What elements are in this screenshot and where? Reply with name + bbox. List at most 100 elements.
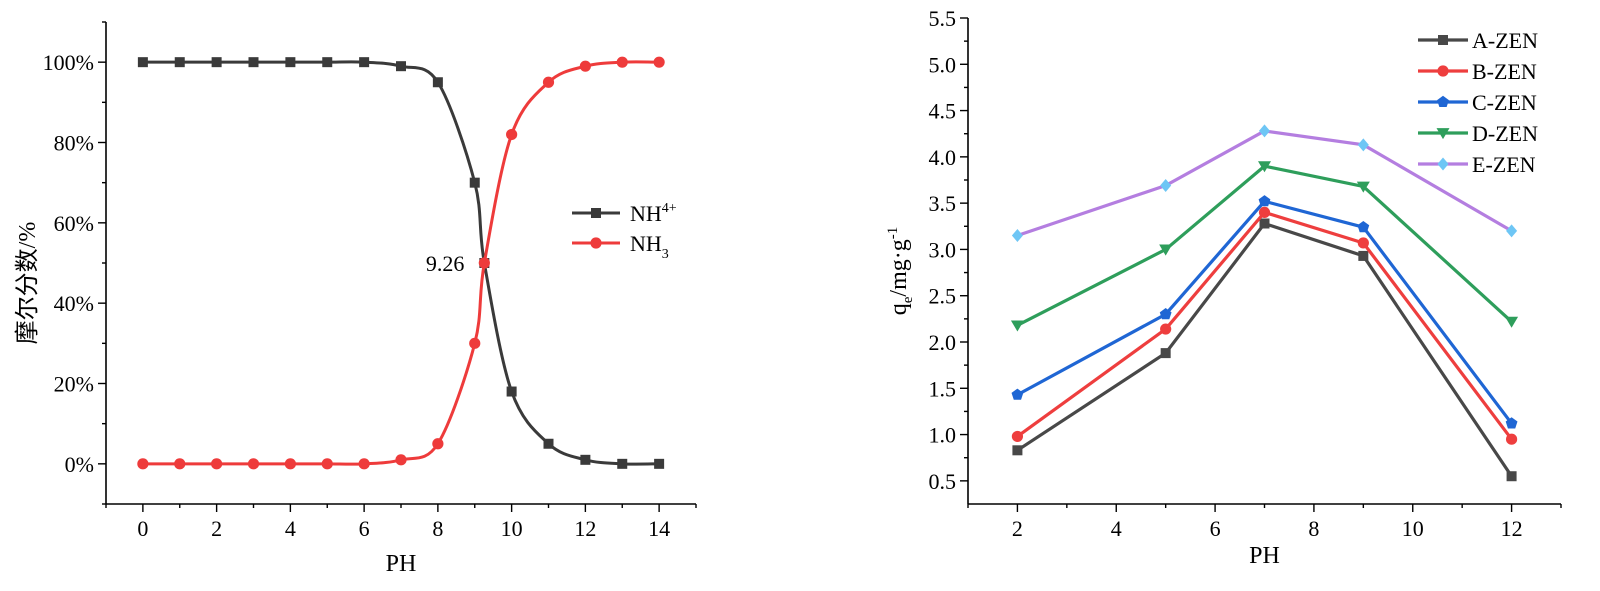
legend-4-label: E-ZEN xyxy=(1472,152,1536,177)
y-tick-label: 1.0 xyxy=(929,423,957,448)
series-1-point xyxy=(506,128,518,141)
x-tick-label: 14 xyxy=(648,516,670,541)
series-0-line xyxy=(1016,221,1513,478)
y-tick-label: 4.0 xyxy=(929,145,957,170)
x-tick-label: 12 xyxy=(1501,516,1523,541)
legend: NH4+ NH3 xyxy=(572,201,677,262)
series-1-point xyxy=(432,438,444,450)
series-1-point xyxy=(284,458,296,470)
legend-2-label: C-ZEN xyxy=(1472,90,1537,115)
series-3-point xyxy=(1010,320,1024,332)
series-3-point xyxy=(1159,244,1173,256)
series-0-point xyxy=(137,57,148,68)
series-1-point xyxy=(542,76,555,88)
series-1-point xyxy=(653,56,665,68)
legend-1-marker xyxy=(1437,65,1449,77)
x-tick-label: 2 xyxy=(211,516,222,541)
series-1-point xyxy=(579,60,591,72)
series-1-point xyxy=(1160,323,1172,335)
series-2-point xyxy=(1258,195,1271,207)
legend-0-marker xyxy=(591,208,601,218)
y-tick-label: 20% xyxy=(54,372,94,397)
series-1-point xyxy=(616,56,628,68)
series-0-point xyxy=(174,57,185,68)
series-1-point xyxy=(1505,433,1518,445)
series-1-point xyxy=(1011,430,1024,443)
y-tick-label: 2.5 xyxy=(929,284,957,309)
y-tick-label: 2.0 xyxy=(929,330,957,355)
y-tick-label: 1.5 xyxy=(929,376,957,401)
legend: A-ZEN B-ZEN C-ZEN D-ZEN E-ZEN xyxy=(1418,28,1538,177)
series-0-point xyxy=(1160,348,1171,359)
x-tick-label: 12 xyxy=(574,516,596,541)
legend-4-marker xyxy=(1437,157,1449,171)
series-1-point xyxy=(358,458,370,470)
series-4-point xyxy=(1506,224,1518,238)
series-0-point xyxy=(654,458,665,469)
series-1-point xyxy=(478,257,490,269)
x-tick-label: 10 xyxy=(501,516,523,541)
series-1-point xyxy=(174,458,186,470)
x-axis-title: PH xyxy=(1249,543,1280,569)
series-0-point xyxy=(359,57,370,68)
series-1-point xyxy=(211,458,223,470)
series-2-point xyxy=(1159,308,1172,320)
series-0-point xyxy=(1012,445,1023,456)
y-tick-label: 3.0 xyxy=(929,237,957,262)
y-tick-label: 0.5 xyxy=(929,469,957,494)
y-tick-label: 0% xyxy=(65,452,94,477)
series-0-point xyxy=(1506,471,1517,482)
series-1-point xyxy=(395,454,407,466)
series-2-line xyxy=(1016,199,1513,425)
series-1-line xyxy=(142,60,660,466)
series-4-point xyxy=(1011,229,1023,243)
x-tick-label: 0 xyxy=(137,516,148,541)
y-axis-title: 摩尔分数/% xyxy=(14,222,41,345)
series-0-point xyxy=(396,61,406,72)
legend-1-marker xyxy=(590,237,602,249)
y-tick-label: 5.0 xyxy=(929,52,957,77)
series-1-point xyxy=(1357,237,1369,249)
series-0-point xyxy=(1259,218,1270,229)
series-3-point xyxy=(1505,316,1519,328)
series-4-point xyxy=(1258,124,1271,138)
x-axis-title: PH xyxy=(386,551,417,577)
series-0-point xyxy=(432,77,443,88)
series-0-point xyxy=(617,458,628,469)
series-2-point xyxy=(1357,221,1370,233)
series-0-point xyxy=(322,57,333,68)
x-tick-label: 4 xyxy=(285,516,296,541)
series-4-point xyxy=(1160,179,1172,193)
x-tick-label: 8 xyxy=(432,516,443,541)
series-3-line xyxy=(1016,164,1513,327)
series-2-point xyxy=(1011,388,1024,400)
series-0-point xyxy=(248,57,259,68)
legend-3-label: D-ZEN xyxy=(1472,121,1538,146)
series-1-point xyxy=(321,458,333,470)
y-tick-label: 5.5 xyxy=(929,6,957,31)
series-1-point xyxy=(1258,206,1271,218)
x-tick-label: 8 xyxy=(1308,516,1319,541)
y-tick-label: 100% xyxy=(43,50,94,75)
series-0-line xyxy=(142,60,660,466)
legend-0-marker xyxy=(1438,35,1448,45)
annotation-9-26: 9.26 xyxy=(426,251,465,276)
y-axis-title: qe/mg·g-1 xyxy=(885,227,916,316)
x-tick-label: 4 xyxy=(1111,516,1122,541)
legend-1-label: NH3 xyxy=(630,231,669,262)
series-0-point xyxy=(580,454,591,465)
x-tick-label: 10 xyxy=(1402,516,1424,541)
series-0-point xyxy=(285,57,296,68)
x-tick-label: 6 xyxy=(359,516,370,541)
series-4-point xyxy=(1357,138,1369,152)
y-tick-label: 40% xyxy=(54,291,94,316)
series-1-point xyxy=(247,458,260,470)
y-tick-label: 60% xyxy=(54,211,94,236)
y-tick-label: 4.5 xyxy=(929,99,957,124)
legend-0-label: NH4+ xyxy=(630,201,677,226)
series-0-point xyxy=(469,177,480,188)
series-3-point xyxy=(1356,181,1370,193)
series-1-point xyxy=(469,337,481,349)
series-3-point xyxy=(1258,161,1271,173)
